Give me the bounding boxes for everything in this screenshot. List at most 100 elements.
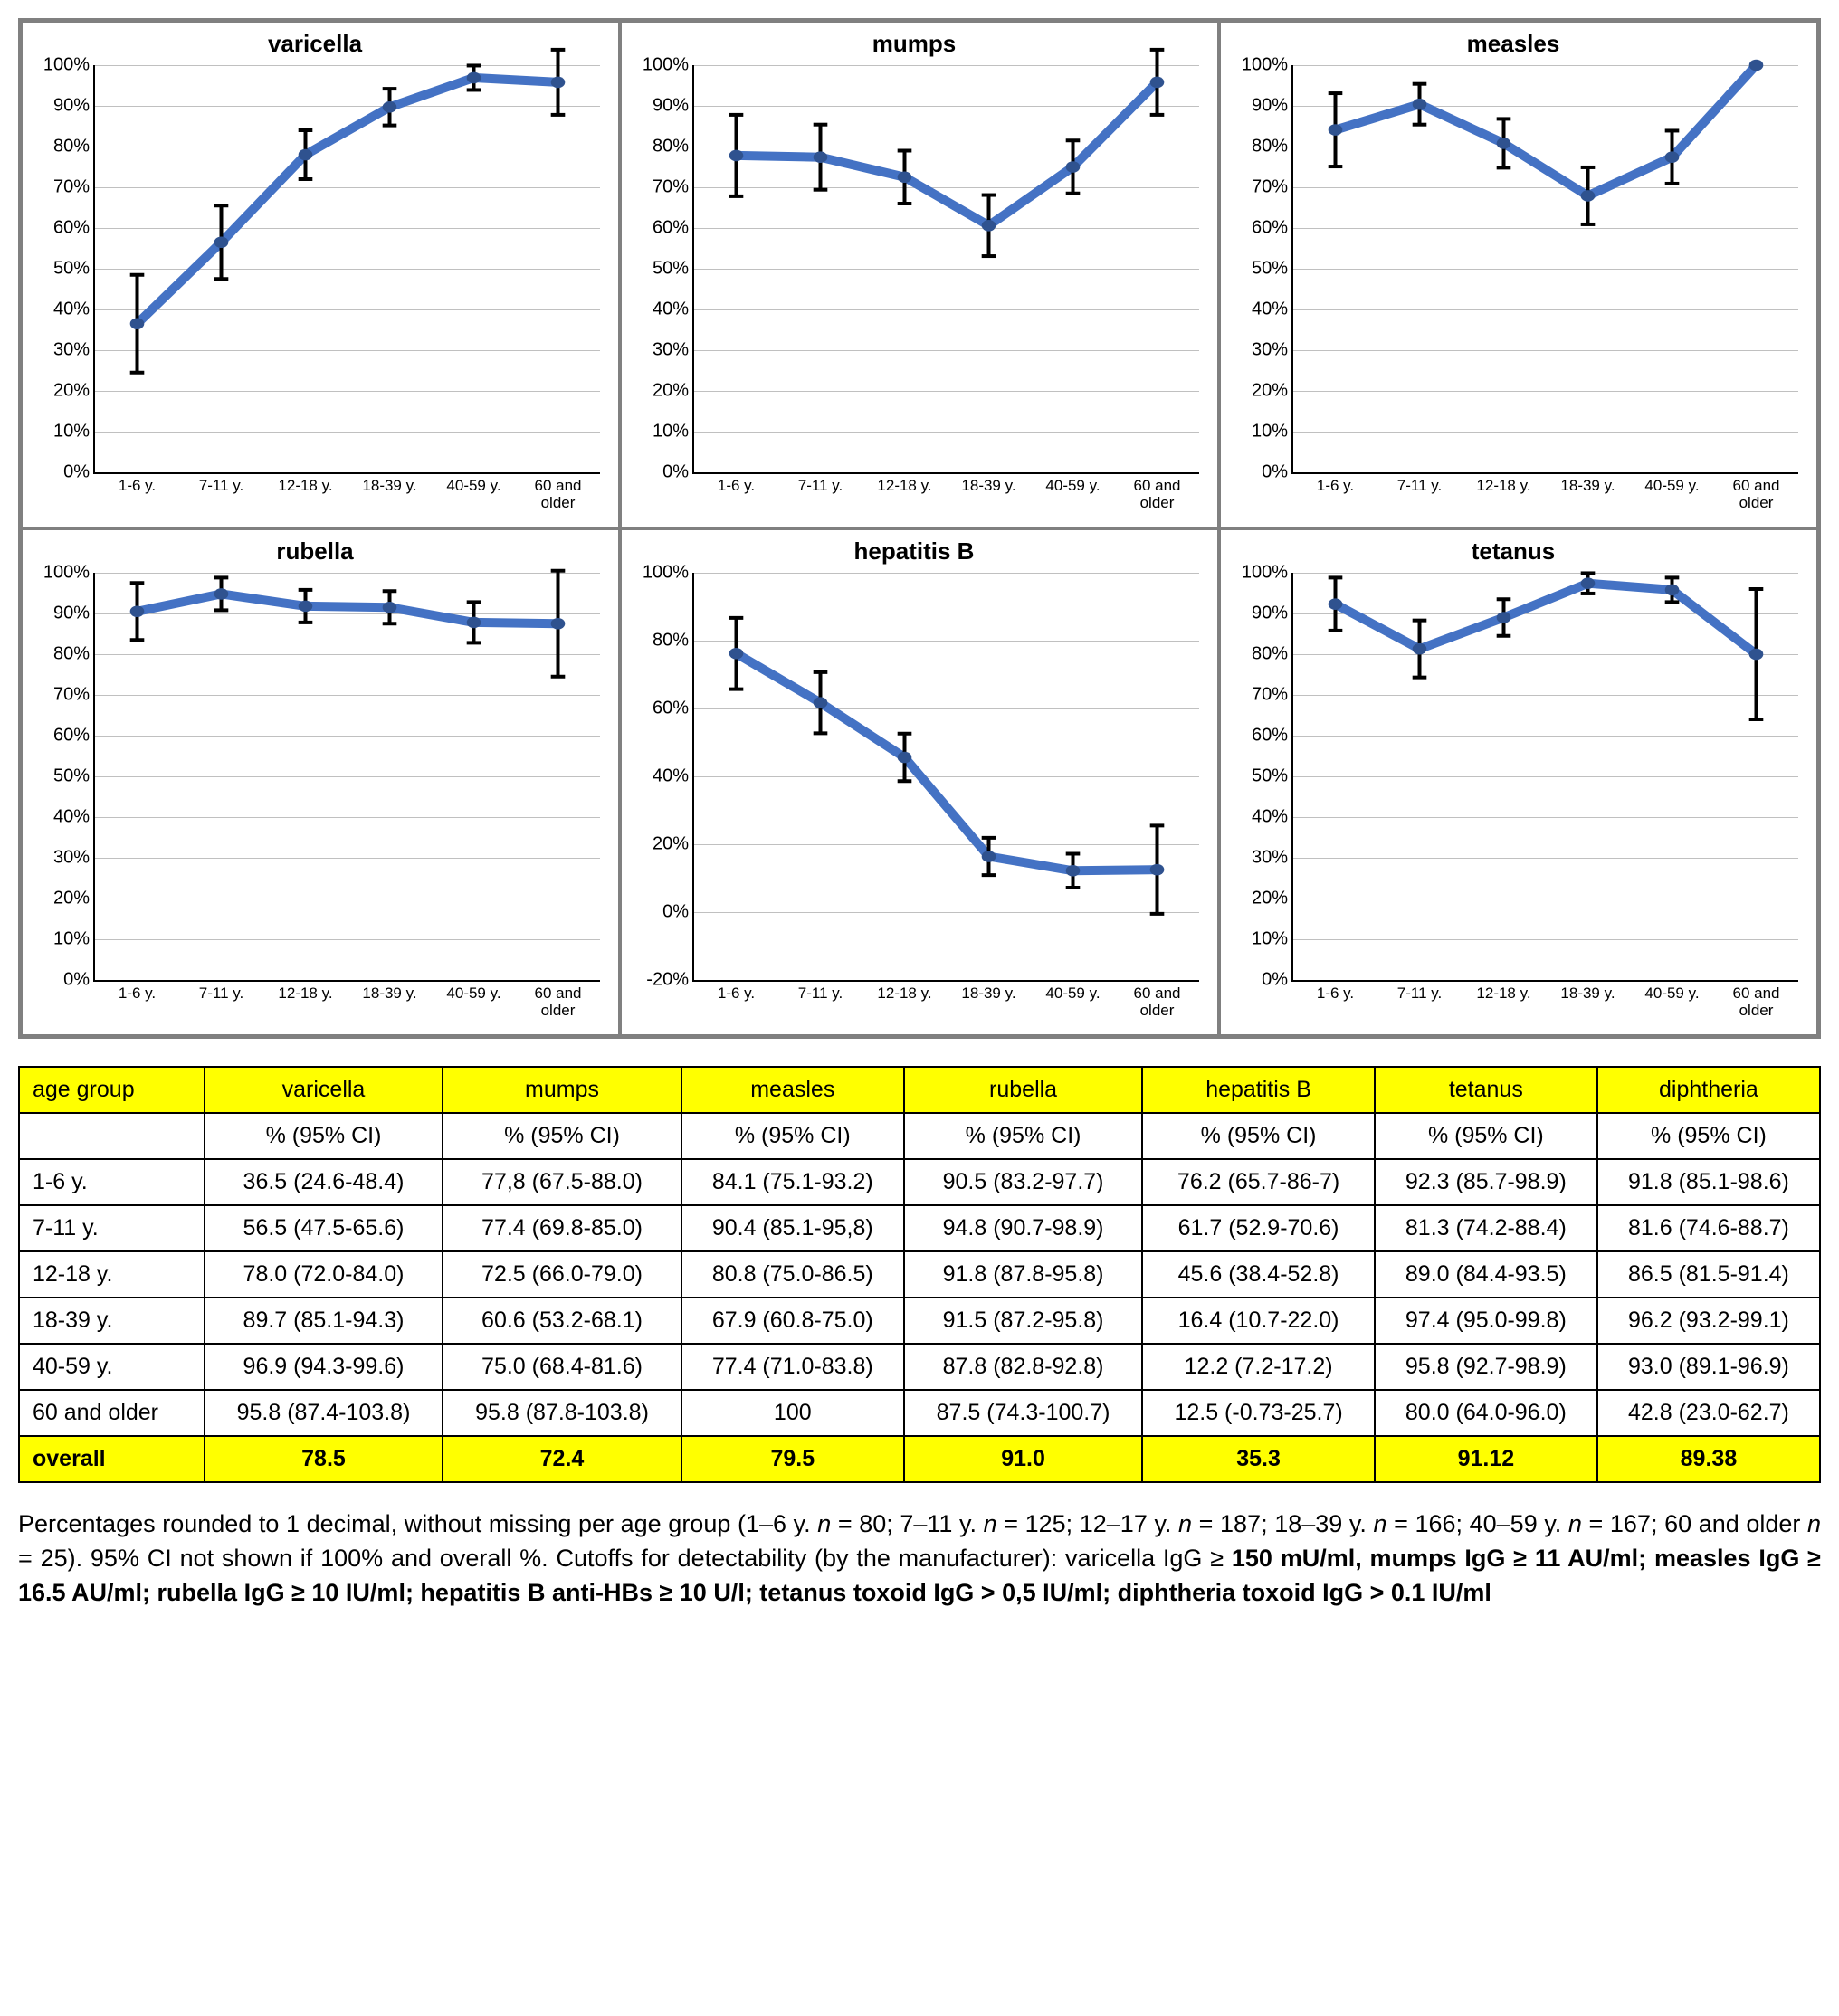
xtick-label: 12-18 y.: [873, 980, 937, 1003]
ytick-label: 80%: [53, 644, 95, 665]
ytick-label: 0%: [662, 902, 694, 923]
table-row: 12-18 y.78.0 (72.0-84.0)72.5 (66.0-79.0)…: [19, 1251, 1820, 1298]
row-label-cell: overall: [19, 1436, 205, 1482]
data-cell: 35.3: [1142, 1436, 1375, 1482]
data-cell: 78.0 (72.0-84.0): [205, 1251, 443, 1298]
plot-area: -20%0%20%40%60%80%100%1-6 y.7-11 y.12-18…: [692, 573, 1199, 982]
ytick-label: 90%: [653, 96, 694, 117]
data-cell: 60.6 (53.2-68.1): [443, 1298, 681, 1344]
xtick-label: 1-6 y.: [705, 472, 768, 495]
data-cell: hepatitis B: [1142, 1067, 1375, 1113]
ytick-label: 70%: [1252, 177, 1293, 198]
data-cell: 12.2 (7.2-17.2): [1142, 1344, 1375, 1390]
xtick-label: 1-6 y.: [106, 980, 169, 1003]
ytick-label: 10%: [653, 422, 694, 442]
data-cell: % (95% CI): [1375, 1113, 1597, 1159]
ytick-label: 80%: [53, 137, 95, 157]
xtick-label: 1-6 y.: [1304, 472, 1367, 495]
xtick-label: 18-39 y.: [358, 472, 422, 495]
ytick-label: 100%: [1242, 55, 1293, 76]
ytick-label: 60%: [653, 698, 694, 718]
ytick-label: 60%: [1252, 218, 1293, 239]
xtick-label: 60 and older: [1725, 980, 1788, 1019]
table-row: % (95% CI)% (95% CI)% (95% CI)% (95% CI)…: [19, 1113, 1820, 1159]
xtick-label: 40-59 y.: [1042, 980, 1105, 1003]
data-cell: % (95% CI): [1597, 1113, 1820, 1159]
ytick-label: 100%: [643, 563, 694, 584]
plot-area: 0%10%20%30%40%50%60%70%80%90%100%1-6 y.7…: [692, 65, 1199, 474]
data-cell: mumps: [443, 1067, 681, 1113]
xtick-label: 1-6 y.: [106, 472, 169, 495]
data-cell: 95.8 (87.4-103.8): [205, 1390, 443, 1436]
row-label-cell: age group: [19, 1067, 205, 1113]
ytick-label: 40%: [53, 807, 95, 828]
data-cell: % (95% CI): [904, 1113, 1143, 1159]
plot-area: 0%10%20%30%40%50%60%70%80%90%100%1-6 y.7…: [1291, 573, 1798, 982]
ytick-label: 80%: [1252, 137, 1293, 157]
chart-hepatitis-B: hepatitis B-20%0%20%40%60%80%100%1-6 y.7…: [620, 528, 1219, 1036]
chart-mumps: mumps0%10%20%30%40%50%60%70%80%90%100%1-…: [620, 21, 1219, 528]
ytick-label: 90%: [1252, 604, 1293, 624]
ytick-label: 20%: [53, 889, 95, 909]
data-cell: diphtheria: [1597, 1067, 1820, 1113]
xtick-label: 60 and older: [527, 472, 590, 511]
ytick-label: 50%: [653, 259, 694, 280]
data-cell: 56.5 (47.5-65.6): [205, 1205, 443, 1251]
data-cell: % (95% CI): [1142, 1113, 1375, 1159]
data-cell: 96.2 (93.2-99.1): [1597, 1298, 1820, 1344]
ytick-label: 90%: [53, 96, 95, 117]
ytick-label: 90%: [1252, 96, 1293, 117]
ytick-label: 40%: [53, 300, 95, 320]
table-row: overall78.572.479.591.035.391.1289.38: [19, 1436, 1820, 1482]
data-cell: 80.0 (64.0-96.0): [1375, 1390, 1597, 1436]
ytick-label: 50%: [1252, 259, 1293, 280]
ytick-label: 0%: [1262, 970, 1293, 991]
data-cell: 36.5 (24.6-48.4): [205, 1159, 443, 1205]
data-cell: 90.5 (83.2-97.7): [904, 1159, 1143, 1205]
ytick-label: 70%: [1252, 685, 1293, 706]
xtick-label: 18-39 y.: [1557, 980, 1620, 1003]
row-label-cell: 18-39 y.: [19, 1298, 205, 1344]
ytick-label: 0%: [1262, 462, 1293, 483]
data-cell: 42.8 (23.0-62.7): [1597, 1390, 1820, 1436]
ytick-label: 70%: [653, 177, 694, 198]
ytick-label: 40%: [653, 766, 694, 787]
data-cell: 76.2 (65.7-86-7): [1142, 1159, 1375, 1205]
xtick-label: 18-39 y.: [358, 980, 422, 1003]
ytick-label: 40%: [653, 300, 694, 320]
data-cell: 77.4 (71.0-83.8): [681, 1344, 904, 1390]
xtick-label: 40-59 y.: [443, 980, 506, 1003]
ytick-label: 10%: [53, 422, 95, 442]
xtick-label: 12-18 y.: [274, 472, 338, 495]
ytick-label: 100%: [1242, 563, 1293, 584]
xtick-label: 7-11 y.: [789, 472, 853, 495]
xtick-label: 60 and older: [1126, 472, 1189, 511]
data-table: age groupvaricellamumpsmeaslesrubellahep…: [18, 1066, 1821, 1483]
ytick-label: -20%: [646, 970, 694, 991]
data-cell: 97.4 (95.0-99.8): [1375, 1298, 1597, 1344]
table-row: 60 and older95.8 (87.4-103.8)95.8 (87.8-…: [19, 1390, 1820, 1436]
ytick-label: 60%: [1252, 726, 1293, 746]
ytick-label: 60%: [53, 218, 95, 239]
xtick-label: 60 and older: [1725, 472, 1788, 511]
xtick-label: 7-11 y.: [789, 980, 853, 1003]
xtick-label: 40-59 y.: [443, 472, 506, 495]
plot-area: 0%10%20%30%40%50%60%70%80%90%100%1-6 y.7…: [93, 573, 600, 982]
xtick-label: 1-6 y.: [705, 980, 768, 1003]
xtick-label: 7-11 y.: [1388, 472, 1452, 495]
data-cell: 16.4 (10.7-22.0): [1142, 1298, 1375, 1344]
row-label-cell: [19, 1113, 205, 1159]
data-cell: 91.12: [1375, 1436, 1597, 1482]
chart-measles: measles0%10%20%30%40%50%60%70%80%90%100%…: [1219, 21, 1818, 528]
ytick-label: 40%: [1252, 807, 1293, 828]
data-cell: 100: [681, 1390, 904, 1436]
ytick-label: 80%: [1252, 644, 1293, 665]
chart-title: tetanus: [1228, 537, 1798, 566]
table-row: 18-39 y.89.7 (85.1-94.3)60.6 (53.2-68.1)…: [19, 1298, 1820, 1344]
xtick-label: 18-39 y.: [958, 980, 1021, 1003]
data-cell: 89.0 (84.4-93.5): [1375, 1251, 1597, 1298]
ytick-label: 80%: [653, 630, 694, 651]
xtick-label: 12-18 y.: [873, 472, 937, 495]
ytick-label: 20%: [653, 381, 694, 402]
ytick-label: 30%: [53, 848, 95, 869]
